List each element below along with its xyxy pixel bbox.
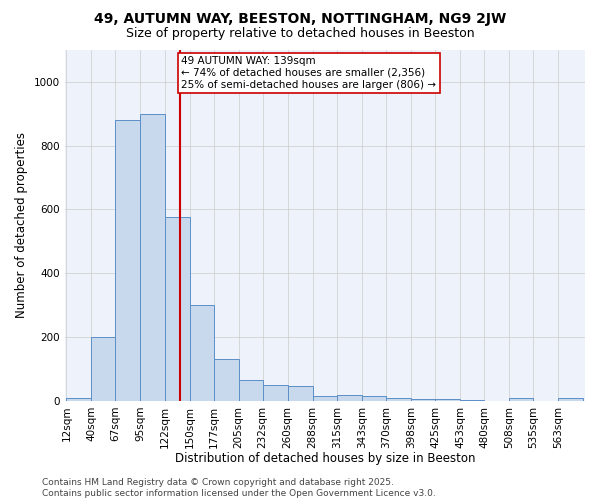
Bar <box>115 120 140 401</box>
Bar <box>313 396 337 401</box>
Bar <box>411 400 435 401</box>
Bar <box>91 337 115 401</box>
Bar <box>214 360 239 401</box>
Bar <box>239 380 263 401</box>
Bar <box>460 400 484 401</box>
Bar <box>558 398 583 401</box>
Bar <box>67 398 91 401</box>
Bar <box>509 398 533 401</box>
Text: Contains HM Land Registry data © Crown copyright and database right 2025.
Contai: Contains HM Land Registry data © Crown c… <box>42 478 436 498</box>
Bar <box>190 305 214 401</box>
Text: 49 AUTUMN WAY: 139sqm
← 74% of detached houses are smaller (2,356)
25% of semi-d: 49 AUTUMN WAY: 139sqm ← 74% of detached … <box>181 56 436 90</box>
Bar <box>362 396 386 401</box>
Bar <box>337 395 362 401</box>
Bar <box>263 385 288 401</box>
Y-axis label: Number of detached properties: Number of detached properties <box>15 132 28 318</box>
Bar <box>140 114 164 401</box>
X-axis label: Distribution of detached houses by size in Beeston: Distribution of detached houses by size … <box>175 452 475 465</box>
Bar <box>386 398 411 401</box>
Bar <box>288 386 313 401</box>
Text: 49, AUTUMN WAY, BEESTON, NOTTINGHAM, NG9 2JW: 49, AUTUMN WAY, BEESTON, NOTTINGHAM, NG9… <box>94 12 506 26</box>
Bar <box>435 400 460 401</box>
Text: Size of property relative to detached houses in Beeston: Size of property relative to detached ho… <box>125 28 475 40</box>
Bar <box>164 218 190 401</box>
